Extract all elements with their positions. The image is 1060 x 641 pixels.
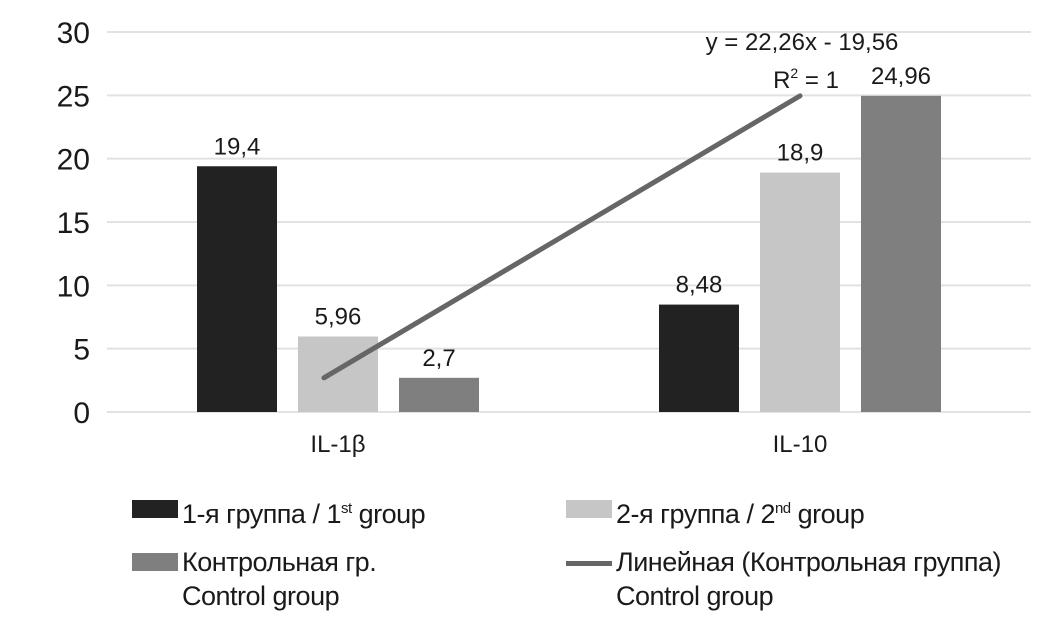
y-axis-ticks: 0 5 10 15 20 25 30 (57, 17, 90, 430)
y-tick-label: 15 (57, 207, 90, 240)
data-label: 18,9 (777, 140, 824, 167)
x-category-label: IL-10 (773, 431, 828, 458)
trendline-group (321, 93, 803, 381)
data-labels: 19,4 5,96 2,7 8,48 18,9 24,96 (214, 63, 931, 372)
data-label: 5,96 (315, 304, 362, 331)
bars (197, 95, 941, 412)
y-tick-label: 20 (57, 144, 90, 177)
y-tick-label: 5 (73, 334, 90, 367)
bar (861, 95, 941, 412)
bar (399, 377, 479, 412)
bar (760, 172, 840, 412)
bar (197, 166, 277, 412)
data-label: 19,4 (214, 133, 261, 160)
trendline-equation: y = 22,26x - 19,56 R2 = 1 (706, 29, 899, 94)
data-label: 2,7 (422, 345, 455, 372)
data-label: 24,96 (871, 63, 931, 90)
bar (659, 304, 739, 412)
bar (298, 336, 378, 412)
trendline (321, 93, 803, 381)
trendline-equation-text: y = 22,26x - 19,56 (706, 29, 899, 56)
y-tick-label: 25 (57, 80, 90, 113)
y-tick-label: 30 (57, 17, 90, 50)
x-axis-categories: IL-1β IL-10 (310, 431, 827, 458)
y-tick-label: 0 (73, 397, 90, 430)
y-tick-label: 10 (57, 270, 90, 303)
x-category-label: IL-1β (310, 431, 365, 458)
data-label: 8,48 (676, 272, 723, 299)
trendline-r2-text: R2 = 1 (773, 65, 839, 94)
